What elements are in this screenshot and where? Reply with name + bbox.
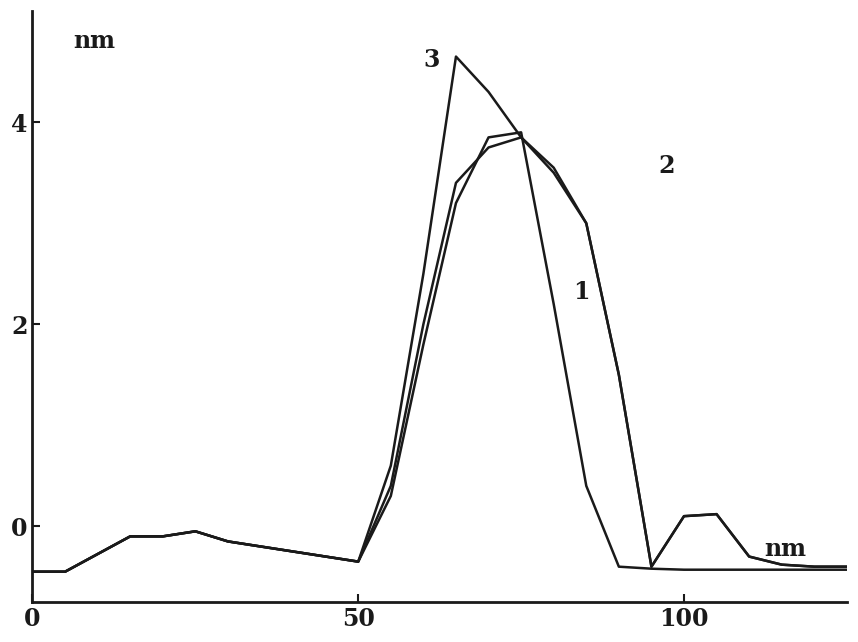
Text: 3: 3 <box>423 48 440 72</box>
Text: nm: nm <box>73 29 115 53</box>
Text: 1: 1 <box>573 280 589 304</box>
Text: nm: nm <box>764 537 807 560</box>
Text: 2: 2 <box>658 154 674 178</box>
